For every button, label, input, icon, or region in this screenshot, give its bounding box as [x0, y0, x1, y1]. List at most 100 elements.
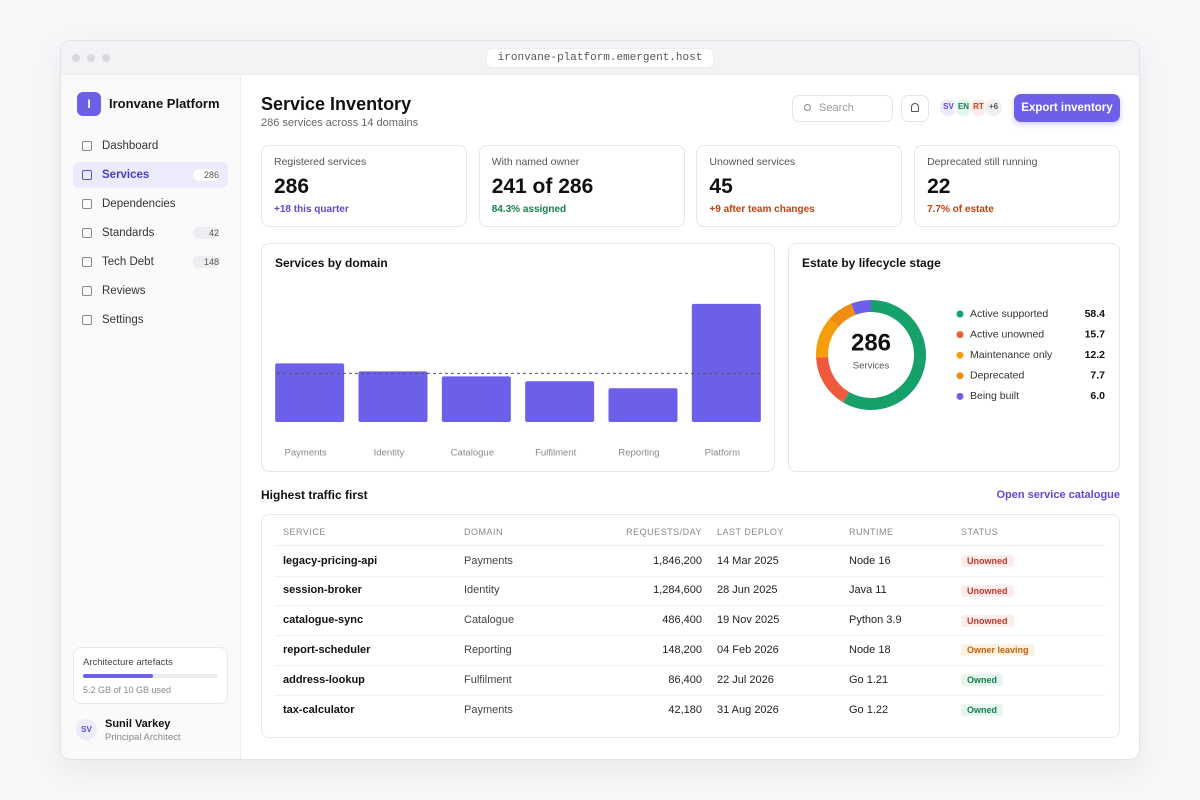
search-box[interactable]: Search [792, 95, 893, 122]
header-rule [275, 545, 1105, 546]
column-header: STATUS [961, 527, 999, 537]
table-cell: Java 11 [849, 584, 887, 597]
table-cell: 86,400 [668, 673, 702, 686]
table-cell: 04 Feb 2026 [717, 643, 779, 656]
legend-value: 15.7 [1085, 328, 1106, 340]
bar [525, 381, 595, 422]
table-cell: 42,180 [668, 703, 702, 716]
stat-label: Unowned services [709, 156, 796, 168]
table-cell: 1,846,200 [653, 554, 702, 567]
search-icon [804, 104, 811, 111]
avatar: SV [939, 98, 958, 117]
nav-item[interactable]: Settings [102, 314, 144, 326]
nav-item[interactable]: Dashboard [102, 140, 159, 152]
window-dot [102, 54, 110, 62]
nav-item[interactable]: Reviews [102, 285, 146, 297]
nav-item[interactable]: Dependencies [102, 198, 176, 210]
x-tick-label: Reporting [618, 448, 659, 459]
row-rule [275, 664, 1105, 666]
legend-dot [956, 310, 964, 318]
x-tick-label: Fulfilment [535, 448, 577, 459]
x-tick-label: Payments [285, 448, 327, 459]
table-cell: 28 Jun 2025 [717, 584, 778, 597]
nav-item[interactable]: Tech Debt [102, 256, 154, 268]
service-name: legacy-pricing-api [283, 554, 378, 567]
bar [441, 376, 511, 422]
nav-icon [82, 228, 92, 238]
donut-total: 286 [851, 329, 891, 356]
service-name: report-scheduler [283, 643, 371, 656]
nav-icon [82, 315, 92, 325]
legend-value: 7.7 [1090, 370, 1105, 382]
export-button[interactable]: Export inventory [1014, 94, 1120, 122]
column-header: REQUESTS/DAY [626, 527, 702, 537]
sidebar [61, 76, 241, 759]
stat-card [696, 145, 903, 227]
storage-title: Architecture artefacts [83, 656, 173, 668]
x-tick-label: Catalogue [451, 448, 494, 459]
chart-card [261, 243, 775, 472]
table-cell: 1,284,600 [653, 584, 702, 597]
nav-badge: 286 [193, 169, 219, 181]
column-header: DOMAIN [464, 527, 503, 537]
catalogue-link[interactable]: Open service catalogue [996, 489, 1121, 501]
status-badge: Owned [961, 704, 1004, 716]
nav-icon [82, 170, 92, 180]
legend-label: Active supported [970, 308, 1048, 320]
service-name: catalogue-sync [283, 614, 364, 627]
chart-card [788, 243, 1120, 472]
window-dot [72, 54, 80, 62]
table-cell: Python 3.9 [849, 614, 902, 627]
stat-delta: +9 after team changes [709, 204, 815, 215]
legend-label: Deprecated [970, 370, 1024, 382]
column-header: LAST DEPLOY [717, 527, 784, 537]
nav-icon [82, 286, 92, 296]
x-tick-label: Platform [705, 448, 740, 459]
legend-value: 58.4 [1085, 308, 1106, 320]
storage-fill [83, 674, 154, 678]
nav-icon [82, 199, 92, 209]
legend-dot [956, 392, 964, 400]
chart-title: Estate by lifecycle stage [802, 256, 941, 270]
user-name: Sunil Varkey [105, 717, 171, 730]
status-badge: Unowned [961, 614, 1014, 627]
table-cell: Node 18 [849, 643, 891, 656]
logo: I [77, 92, 101, 116]
table-cell: Go 1.22 [849, 703, 889, 716]
stat-card [478, 145, 685, 227]
url-bar[interactable]: ironvane-platform.emergent.host [486, 48, 714, 68]
stat-card [261, 145, 467, 227]
table-cell: 148,200 [662, 643, 702, 656]
stat-label: Registered services [274, 156, 367, 168]
stat-delta: +18 this quarter [274, 204, 349, 215]
status-badge: Unowned [961, 555, 1014, 567]
nav-item[interactable]: Services [102, 169, 150, 181]
row-rule [275, 575, 1105, 577]
legend-label: Being built [970, 390, 1019, 402]
row-rule [275, 694, 1105, 696]
x-tick-label: Identity [374, 448, 405, 459]
stat-value: 45 [709, 175, 733, 198]
service-name: session-broker [283, 584, 362, 597]
nav-badge: 148 [193, 256, 219, 268]
table-cell: 486,400 [662, 614, 702, 627]
nav-badge: 42 [193, 227, 219, 239]
window-dot [87, 54, 95, 62]
table-cell: 22 Jul 2026 [717, 673, 774, 686]
donut-segment [816, 300, 926, 410]
bar [608, 388, 678, 422]
table-cell: Catalogue [464, 614, 515, 627]
legend-label: Active unowned [970, 328, 1044, 340]
service-name: tax-calculator [283, 703, 355, 716]
column-header: SERVICE [283, 527, 326, 537]
bar [275, 363, 345, 422]
chart-title: Services by domain [275, 256, 388, 270]
nav-item[interactable]: Standards [102, 227, 155, 239]
stat-delta: 7.7% of estate [927, 204, 994, 215]
legend-dot [956, 351, 964, 359]
row-rule [275, 635, 1105, 637]
user-role: Principal Architect [105, 731, 181, 743]
donut-total-label: Services [853, 361, 890, 372]
